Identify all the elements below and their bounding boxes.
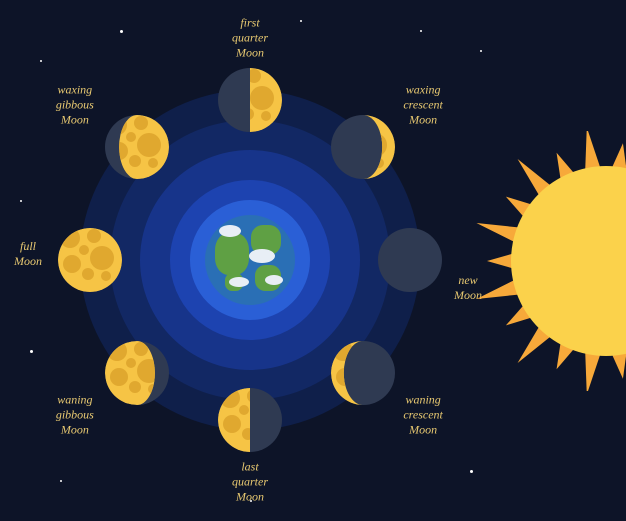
label-waning-gibbous: waninggibbousMoon (35, 393, 115, 438)
sun (476, 131, 626, 391)
star (470, 470, 473, 473)
label-waxing-crescent: waxingcrescentMoon (383, 82, 463, 127)
moon-phases-diagram: newMoonwaxingcrescentMoonfirstquarterMoo… (0, 0, 500, 521)
star (40, 60, 42, 62)
star (20, 200, 22, 202)
label-waxing-gibbous: waxinggibbousMoon (35, 82, 115, 127)
moon-first-quarter (218, 68, 282, 132)
label-last-quarter: lastquarterMoon (210, 460, 290, 505)
star (480, 50, 482, 52)
star (420, 30, 422, 32)
star (30, 350, 33, 353)
star (300, 20, 302, 22)
star (250, 500, 252, 502)
star (120, 30, 123, 33)
star (60, 480, 62, 482)
moon-last-quarter (218, 388, 282, 452)
label-waning-crescent: waningcrescentMoon (383, 393, 463, 438)
label-first-quarter: firstquarterMoon (210, 16, 290, 61)
earth (205, 215, 295, 305)
label-full: fullMoon (0, 239, 68, 269)
